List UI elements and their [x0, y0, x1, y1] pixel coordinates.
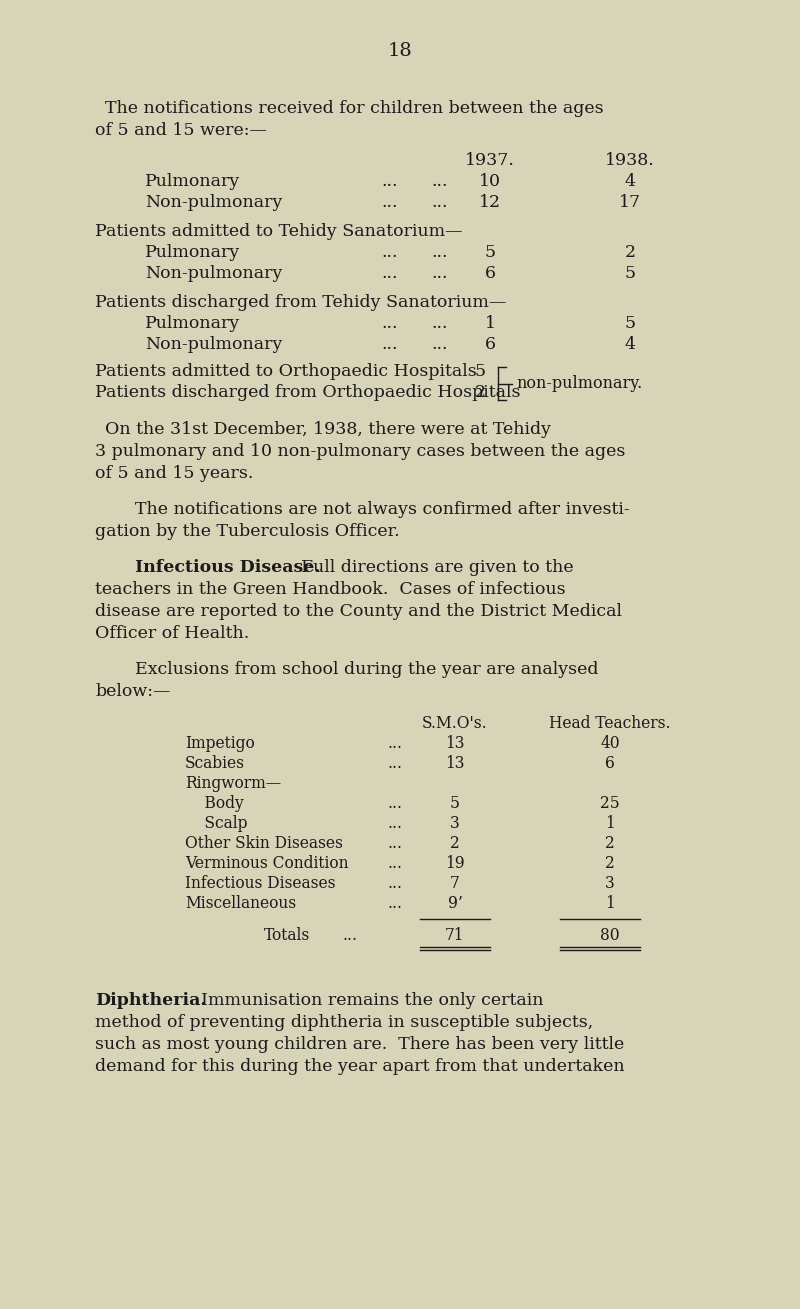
Text: Patients discharged from Orthopaedic Hospitals: Patients discharged from Orthopaedic Hos… — [95, 384, 521, 401]
Text: 71: 71 — [446, 927, 465, 944]
Text: ...: ... — [382, 336, 398, 353]
Text: 17: 17 — [619, 194, 641, 211]
Text: Other Skin Diseases: Other Skin Diseases — [185, 835, 343, 852]
Text: non-pulmonary.: non-pulmonary. — [516, 376, 642, 393]
Text: ...: ... — [382, 243, 398, 260]
Text: Immunisation remains the only certain: Immunisation remains the only certain — [190, 992, 543, 1009]
Text: 5: 5 — [450, 795, 460, 812]
Text: demand for this during the year apart from that undertaken: demand for this during the year apart fr… — [95, 1058, 625, 1075]
Text: gation by the Tuberculosis Officer.: gation by the Tuberculosis Officer. — [95, 524, 400, 541]
Text: Scabies: Scabies — [185, 755, 245, 772]
Text: Pulmonary: Pulmonary — [145, 315, 240, 332]
Text: 1938.: 1938. — [605, 152, 655, 169]
Text: ...: ... — [387, 895, 402, 912]
Text: teachers in the Green Handbook.  Cases of infectious: teachers in the Green Handbook. Cases of… — [95, 581, 566, 598]
Text: Impetigo: Impetigo — [185, 734, 254, 751]
Text: The notifications are not always confirmed after investi-: The notifications are not always confirm… — [135, 501, 630, 518]
Text: ...: ... — [432, 194, 448, 211]
Text: 40: 40 — [600, 734, 620, 751]
Text: ...: ... — [382, 194, 398, 211]
Text: Non-pulmonary: Non-pulmonary — [145, 264, 282, 281]
Text: S.M.O's.: S.M.O's. — [422, 715, 488, 732]
Text: 1: 1 — [605, 816, 615, 833]
Text: ...: ... — [387, 874, 402, 891]
Text: 13: 13 — [446, 755, 465, 772]
Text: ...: ... — [387, 816, 402, 833]
Text: ...: ... — [382, 173, 398, 190]
Text: ...: ... — [382, 264, 398, 281]
Text: 1: 1 — [485, 315, 495, 332]
Text: disease are reported to the County and the District Medical: disease are reported to the County and t… — [95, 603, 622, 620]
Text: The notifications received for children between the ages: The notifications received for children … — [105, 99, 604, 117]
Text: Head Teachers.: Head Teachers. — [550, 715, 670, 732]
Text: 80: 80 — [600, 927, 620, 944]
Text: 19: 19 — [445, 855, 465, 872]
Text: 7: 7 — [450, 874, 460, 891]
Text: 2: 2 — [605, 835, 615, 852]
Text: Patients admitted to Tehidy Sanatorium—: Patients admitted to Tehidy Sanatorium— — [95, 223, 462, 240]
Text: ...: ... — [342, 927, 358, 944]
Text: 4: 4 — [625, 336, 635, 353]
Text: Scalp: Scalp — [185, 816, 247, 833]
Text: ...: ... — [432, 264, 448, 281]
Text: 2: 2 — [625, 243, 635, 260]
Text: 5: 5 — [485, 243, 495, 260]
Text: of 5 and 15 were:—: of 5 and 15 were:— — [95, 122, 267, 139]
Text: ...: ... — [432, 315, 448, 332]
Text: below:—: below:— — [95, 683, 170, 700]
Text: method of preventing diphtheria in susceptible subjects,: method of preventing diphtheria in susce… — [95, 1014, 594, 1031]
Text: 6: 6 — [485, 336, 495, 353]
Text: 12: 12 — [479, 194, 501, 211]
Text: 5: 5 — [625, 264, 635, 281]
Text: Patients discharged from Tehidy Sanatorium—: Patients discharged from Tehidy Sanatori… — [95, 295, 506, 312]
Text: Ringworm—: Ringworm— — [185, 775, 281, 792]
Text: Infectious Diseases: Infectious Diseases — [185, 874, 335, 891]
Text: ...: ... — [432, 243, 448, 260]
Text: 3: 3 — [605, 874, 615, 891]
Text: 25: 25 — [600, 795, 620, 812]
Text: Totals: Totals — [264, 927, 310, 944]
Text: On the 31st December, 1938, there were at Tehidy: On the 31st December, 1938, there were a… — [105, 421, 551, 439]
Text: 5: 5 — [625, 315, 635, 332]
Text: 2: 2 — [605, 855, 615, 872]
Text: Officer of Health.: Officer of Health. — [95, 624, 250, 641]
Text: 10: 10 — [479, 173, 501, 190]
Text: Miscellaneous: Miscellaneous — [185, 895, 296, 912]
Text: ...: ... — [432, 173, 448, 190]
Text: 2: 2 — [450, 835, 460, 852]
Text: Full directions are given to the: Full directions are given to the — [290, 559, 574, 576]
Text: ...: ... — [387, 734, 402, 751]
Text: 2: 2 — [474, 384, 486, 401]
Text: 1937.: 1937. — [465, 152, 515, 169]
Text: such as most young children are.  There has been very little: such as most young children are. There h… — [95, 1035, 624, 1052]
Text: Non-pulmonary: Non-pulmonary — [145, 194, 282, 211]
Text: ...: ... — [387, 835, 402, 852]
Text: Non-pulmonary: Non-pulmonary — [145, 336, 282, 353]
Text: 6: 6 — [605, 755, 615, 772]
Text: 4: 4 — [625, 173, 635, 190]
Text: ...: ... — [432, 336, 448, 353]
Text: Verminous Condition: Verminous Condition — [185, 855, 349, 872]
Text: Exclusions from school during the year are analysed: Exclusions from school during the year a… — [135, 661, 598, 678]
Text: 18: 18 — [388, 42, 412, 60]
Text: Infectious Disease.: Infectious Disease. — [135, 559, 320, 576]
Text: ...: ... — [387, 855, 402, 872]
Text: Pulmonary: Pulmonary — [145, 243, 240, 260]
Text: Patients admitted to Orthopaedic Hospitals: Patients admitted to Orthopaedic Hospita… — [95, 363, 477, 380]
Text: Diphtheria.: Diphtheria. — [95, 992, 206, 1009]
Text: 5: 5 — [474, 363, 486, 380]
Text: ...: ... — [387, 755, 402, 772]
Text: of 5 and 15 years.: of 5 and 15 years. — [95, 465, 254, 482]
Text: 3: 3 — [450, 816, 460, 833]
Text: 13: 13 — [446, 734, 465, 751]
Text: ...: ... — [387, 795, 402, 812]
Text: 9’: 9’ — [447, 895, 462, 912]
Text: ...: ... — [382, 315, 398, 332]
Text: Pulmonary: Pulmonary — [145, 173, 240, 190]
Text: Body: Body — [185, 795, 244, 812]
Text: 6: 6 — [485, 264, 495, 281]
Text: 3 pulmonary and 10 non-pulmonary cases between the ages: 3 pulmonary and 10 non-pulmonary cases b… — [95, 442, 626, 459]
Text: 1: 1 — [605, 895, 615, 912]
